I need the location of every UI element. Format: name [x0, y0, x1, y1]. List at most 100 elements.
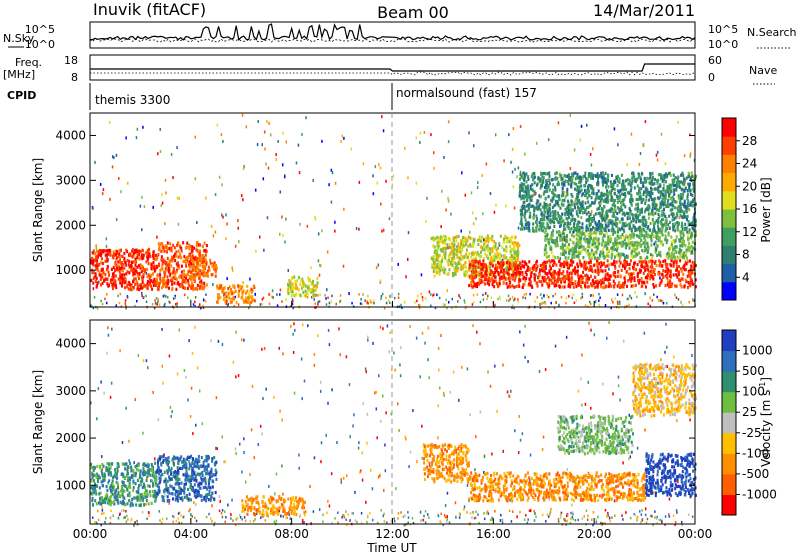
- clutter-cell: [324, 294, 326, 297]
- echo-cell: [551, 271, 554, 275]
- clutter-cell: [539, 293, 542, 296]
- clutter-cell: [101, 302, 104, 306]
- clutter-cell: [393, 296, 396, 300]
- echo-cell: [134, 257, 137, 261]
- echo-cell: [91, 251, 94, 255]
- echo-cell: [444, 237, 447, 241]
- echo-cell: [568, 271, 571, 275]
- echo-cell: [447, 258, 450, 263]
- echo-cell: [478, 259, 481, 263]
- echo-cell: [142, 273, 145, 277]
- scatter-cell: [415, 136, 418, 140]
- echo-cell: [536, 205, 539, 209]
- echo-cell: [530, 271, 533, 275]
- echo-cell: [167, 266, 170, 270]
- scatter-cell: [334, 229, 336, 233]
- echo-cell: [614, 238, 617, 242]
- echo-cell: [462, 236, 465, 240]
- echo-cell: [502, 237, 505, 241]
- clutter-cell: [656, 295, 658, 299]
- echo-cell: [127, 287, 130, 291]
- echo-cell: [541, 265, 544, 269]
- echo-cell: [623, 222, 626, 226]
- echo-cell: [676, 220, 679, 225]
- echo-cell: [633, 233, 636, 237]
- scatter-cell: [524, 152, 526, 156]
- echo-cell: [664, 193, 667, 197]
- echo-cell: [520, 220, 523, 225]
- echo-cell: [602, 174, 605, 178]
- echo-cell: [469, 236, 472, 240]
- echo-cell: [662, 203, 665, 207]
- echo-cell: [640, 230, 643, 235]
- scatter-cell: [105, 237, 108, 241]
- echo-cell: [603, 234, 606, 238]
- echo-cell: [561, 262, 564, 266]
- echo-cell: [471, 259, 474, 263]
- clutter-cell: [464, 301, 466, 304]
- echo-cell: [599, 203, 602, 208]
- scatter-cell: [406, 257, 409, 261]
- echo-cell: [561, 179, 564, 183]
- echo-cell: [663, 177, 666, 181]
- echo-cell: [539, 268, 542, 272]
- echo-cell: [111, 277, 114, 281]
- scatter-cell: [649, 304, 651, 308]
- scatter-cell: [512, 185, 515, 189]
- echo-cell: [657, 230, 660, 234]
- echo-cell: [548, 283, 551, 287]
- echo-cell: [524, 212, 527, 216]
- echo-cell: [130, 267, 133, 271]
- echo-cell: [461, 248, 464, 252]
- echo-cell: [657, 212, 660, 216]
- scatter-cell: [472, 222, 475, 226]
- echo-cell: [514, 266, 517, 270]
- echo-cell: [690, 200, 693, 204]
- echo-cell: [600, 230, 603, 234]
- echo-cell: [547, 203, 550, 208]
- echo-cell: [465, 272, 468, 276]
- clutter-cell: [339, 299, 342, 303]
- echo-cell: [560, 271, 563, 276]
- echo-cell: [513, 250, 516, 254]
- scatter-cell: [255, 249, 257, 253]
- echo-cell: [291, 285, 294, 289]
- echo-cell: [548, 264, 551, 268]
- echo-cell: [490, 262, 493, 266]
- echo-cell: [501, 266, 504, 271]
- echo-cell: [545, 205, 548, 209]
- echo-cell: [688, 228, 691, 232]
- echo-cell: [630, 201, 633, 206]
- echo-cell: [658, 214, 661, 218]
- echo-cell: [527, 268, 530, 272]
- echo-cell: [669, 269, 672, 273]
- echo-cell: [665, 217, 668, 221]
- echo-cell: [134, 267, 137, 271]
- echo-cell: [123, 251, 126, 256]
- echo-cell: [594, 269, 597, 273]
- echo-cell: [150, 263, 153, 267]
- echo-cell: [581, 176, 584, 180]
- echo-cell: [488, 261, 491, 266]
- scatter-cell: [279, 190, 282, 194]
- echo-cell: [532, 205, 535, 209]
- echo-cell: [664, 234, 667, 238]
- echo-cell: [489, 267, 492, 271]
- echo-cell: [212, 267, 215, 271]
- echo-cell: [176, 282, 179, 286]
- clutter-cell: [432, 293, 435, 296]
- echo-cell: [473, 276, 476, 280]
- echo-cell: [619, 228, 622, 232]
- echo-cell: [653, 261, 656, 265]
- echo-cell: [659, 254, 662, 258]
- echo-cell: [555, 272, 558, 276]
- echo-cell: [455, 239, 458, 243]
- echo-cell: [638, 189, 641, 193]
- scatter-cell: [159, 149, 162, 153]
- clutter-cell: [589, 294, 592, 297]
- echo-cell: [647, 216, 650, 220]
- echo-cell: [441, 241, 444, 245]
- echo-cell: [459, 246, 462, 250]
- echo-cell: [680, 241, 683, 245]
- echo-cell: [579, 240, 582, 245]
